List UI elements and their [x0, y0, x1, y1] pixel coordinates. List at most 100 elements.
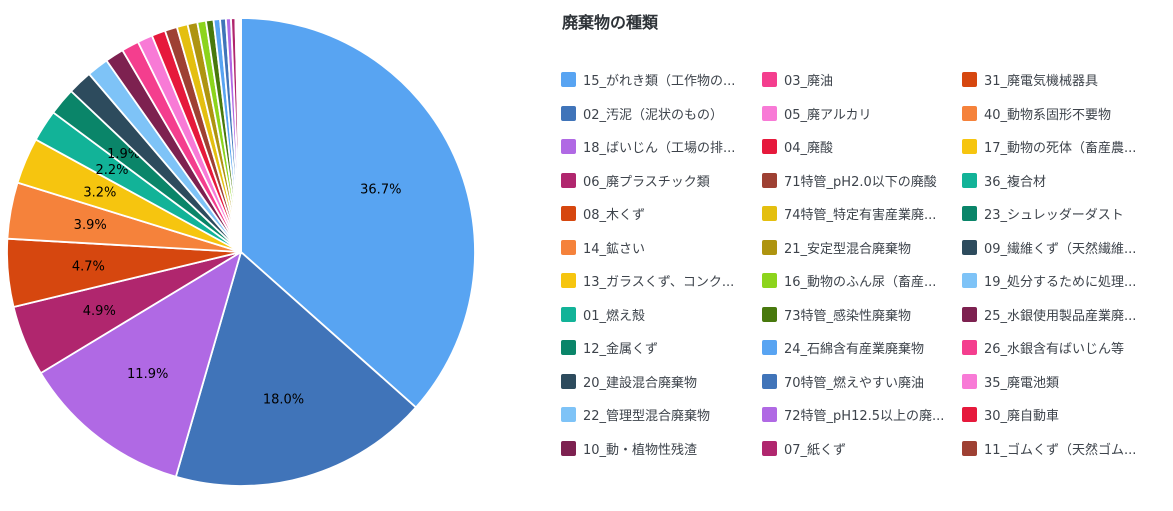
legend-item[interactable]: 18_ばいじん（工場の排...	[561, 137, 762, 156]
legend-item[interactable]: 08_木くず	[561, 204, 762, 223]
legend-label: 74特管_特定有害産業廃...	[784, 208, 937, 224]
legend-item[interactable]: 72特管_pH12.5以上の廃...	[762, 405, 962, 424]
pie-slice-percent-label: 2.2%	[95, 163, 128, 178]
legend-item[interactable]: 04_廃酸	[762, 137, 962, 156]
legend-swatch	[762, 139, 777, 155]
pie-slice[interactable]	[240, 17, 476, 409]
legend-label: 13_ガラスくず、コンク...	[583, 275, 735, 291]
legend-label: 73特管_感染性廃棄物	[784, 308, 912, 324]
legend-item[interactable]: 11_ゴムくず（天然ゴム...	[962, 439, 1173, 458]
legend-swatch	[762, 105, 777, 121]
legend-swatch	[561, 407, 576, 423]
legend-item[interactable]: 25_水銀使用製品産業廃...	[962, 305, 1173, 324]
legend-item[interactable]: 24_石綿含有産業廃棄物	[762, 338, 962, 357]
legend-label: 03_廃油	[784, 74, 834, 90]
legend-swatch	[962, 306, 977, 322]
legend-swatch	[561, 105, 576, 121]
legend-swatch	[762, 72, 777, 88]
legend-item[interactable]: 73特管_感染性廃棄物	[762, 305, 962, 324]
legend-label: 14_鉱さい	[583, 241, 646, 257]
legend-item[interactable]: 71特管_pH2.0以下の廃酸	[762, 171, 962, 190]
legend-label: 70特管_燃えやすい廃油	[784, 375, 925, 391]
legend-swatch	[561, 206, 576, 222]
pie-slice-percent-label: 1.9%	[107, 147, 140, 162]
legend-swatch	[962, 273, 977, 289]
legend-item[interactable]: 15_がれき類（工作物の...	[561, 70, 762, 89]
legend-swatch	[561, 273, 576, 289]
legend-item[interactable]: 13_ガラスくず、コンク...	[561, 271, 762, 290]
legend-item[interactable]: 36_複合材	[962, 171, 1173, 190]
legend-item[interactable]: 30_廃自動車	[962, 405, 1173, 424]
pie-slice[interactable]	[39, 251, 242, 478]
legend-item[interactable]: 14_鉱さい	[561, 238, 762, 257]
legend-swatch	[561, 373, 576, 389]
legend-swatch	[561, 139, 576, 155]
legend-item[interactable]: 21_安定型混合廃棄物	[762, 238, 962, 257]
legend-label: 35_廃電池類	[984, 375, 1060, 391]
legend-item[interactable]: 16_動物のふん尿（畜産...	[762, 271, 962, 290]
legend-item[interactable]: 03_廃油	[762, 70, 962, 89]
legend-item[interactable]: 19_処分するために処理...	[962, 271, 1173, 290]
legend-swatch	[962, 105, 977, 121]
legend-swatch	[561, 172, 576, 188]
legend-item[interactable]: 01_燃え殻	[561, 305, 762, 324]
legend-label: 12_金属くず	[583, 342, 659, 358]
pie-slice-percent-label: 3.9%	[74, 218, 107, 233]
legend-item[interactable]: 12_金属くず	[561, 338, 762, 357]
legend-item[interactable]: 05_廃アルカリ	[762, 104, 962, 123]
legend-swatch	[762, 306, 777, 322]
pie-chart[interactable]: 36.7% 18.0% 11.9% 4.9% 4.7% 3.9% 3.2% 2.2%1.9%	[0, 0, 520, 511]
legend-item[interactable]: 17_動物の死体（畜産農...	[962, 137, 1173, 156]
legend-title: 廃棄物の種類	[562, 13, 659, 32]
legend-item[interactable]: 74特管_特定有害産業廃...	[762, 204, 962, 223]
legend-swatch	[762, 407, 777, 423]
legend-swatch	[561, 72, 576, 88]
legend-swatch	[962, 172, 977, 188]
legend-label: 02_汚泥（泥状のもの）	[583, 107, 724, 123]
legend-label: 26_水銀含有ばいじん等	[984, 342, 1125, 358]
legend-label: 40_動物系固形不要物	[984, 107, 1112, 123]
legend-label: 06_廃プラスチック類	[583, 174, 710, 190]
legend-item[interactable]: 07_紙くず	[762, 439, 962, 458]
legend-label: 25_水銀使用製品産業廃...	[984, 308, 1137, 324]
legend-label: 20_建設混合廃棄物	[583, 375, 698, 391]
legend-swatch	[762, 239, 777, 255]
legend-swatch	[762, 273, 777, 289]
legend-swatch	[962, 206, 977, 222]
legend-label: 08_木くず	[583, 208, 646, 224]
legend-swatch	[762, 440, 777, 456]
legend-label: 15_がれき類（工作物の...	[583, 74, 736, 90]
legend-label: 31_廃電気機械器具	[984, 74, 1099, 90]
legend-item[interactable]: 22_管理型混合廃棄物	[561, 405, 762, 424]
legend-swatch	[762, 373, 777, 389]
legend-label: 24_石綿含有産業廃棄物	[784, 342, 925, 358]
pie-slice-percent-label: 4.7%	[72, 259, 105, 274]
legend-item[interactable]: 09_繊維くず（天然繊維...	[962, 238, 1173, 257]
legend-label: 21_安定型混合廃棄物	[784, 241, 912, 257]
legend-item[interactable]: 10_動・植物性残渣	[561, 439, 762, 458]
legend-swatch	[962, 139, 977, 155]
legend-swatch	[762, 340, 777, 356]
legend-grid: 15_がれき類（工作物の... 02_汚泥（泥状のもの） 18_ばいじん（工場の排.…	[561, 63, 1173, 465]
legend-swatch	[762, 172, 777, 188]
legend-label: 22_管理型混合廃棄物	[583, 409, 711, 425]
legend-item[interactable]: 02_汚泥（泥状のもの）	[561, 104, 762, 123]
pie-slice[interactable]	[174, 251, 417, 487]
legend-label: 01_燃え殻	[583, 308, 646, 324]
legend-item[interactable]: 06_廃プラスチック類	[561, 171, 762, 190]
legend-label: 19_処分するために処理...	[984, 275, 1137, 291]
legend-item[interactable]: 23_シュレッダーダスト	[962, 204, 1173, 223]
legend-item[interactable]: 70特管_燃えやすい廃油	[762, 372, 962, 391]
legend-item[interactable]: 26_水銀含有ばいじん等	[962, 338, 1173, 357]
pie-slice-percent-label: 3.2%	[83, 186, 116, 201]
legend-item[interactable]: 20_建設混合廃棄物	[561, 372, 762, 391]
legend-label: 07_紙くず	[784, 442, 847, 458]
legend-label: 05_廃アルカリ	[784, 107, 872, 123]
pie-slice-percent-label: 18.0%	[263, 393, 304, 408]
legend-label: 16_動物のふん尿（畜産...	[784, 275, 937, 291]
legend-item[interactable]: 31_廃電気機械器具	[962, 70, 1173, 89]
legend-item[interactable]: 35_廃電池類	[962, 372, 1173, 391]
legend-item[interactable]: 40_動物系固形不要物	[962, 104, 1173, 123]
legend-swatch	[561, 239, 576, 255]
